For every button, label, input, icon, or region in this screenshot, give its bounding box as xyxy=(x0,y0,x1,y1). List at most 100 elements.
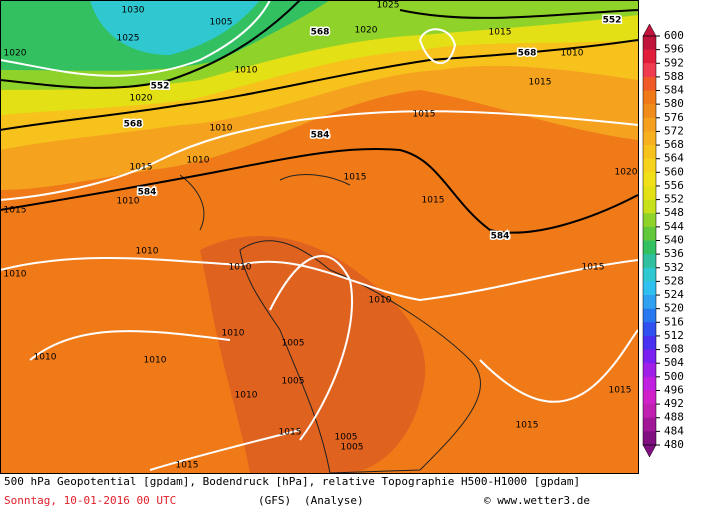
colorbar-label: 500 xyxy=(664,370,684,383)
contour-label: 552 xyxy=(603,16,622,26)
geopotential-contour xyxy=(0,39,639,131)
colorbar-label: 572 xyxy=(664,124,684,137)
pressure-isobar xyxy=(0,257,639,302)
colorbar-segment xyxy=(643,390,656,405)
colorbar-segment xyxy=(643,104,656,119)
colorbar-segment xyxy=(643,213,656,228)
colorbar-segment xyxy=(643,117,656,132)
field-band xyxy=(200,236,426,473)
contour-label: 1005 xyxy=(210,18,233,28)
colorbar-label: 584 xyxy=(664,84,684,97)
contour-label: 1015 xyxy=(4,206,27,216)
colorbar-segment xyxy=(643,322,656,337)
colorbar-label: 516 xyxy=(664,315,684,328)
contour-label: 1010 xyxy=(369,296,392,306)
colorbar-segment xyxy=(643,36,656,51)
coastline xyxy=(239,240,481,474)
caption-date: Sonntag, 10-01-2016 00 UTC xyxy=(4,494,176,507)
colorbar-label: 540 xyxy=(664,234,684,247)
colorbar: 6005965925885845805765725685645605565525… xyxy=(642,23,684,458)
colorbar-label: 484 xyxy=(664,424,684,437)
colorbar-label: 552 xyxy=(664,193,684,206)
pressure-isobar xyxy=(149,329,639,471)
contour-label: 1010 xyxy=(136,247,159,257)
pressure-isobar xyxy=(0,0,457,77)
contour-label: 1025 xyxy=(117,34,140,44)
caption-model: (GFS) xyxy=(258,494,291,507)
contour-label: 1005 xyxy=(282,377,305,387)
contour-label: 1015 xyxy=(130,163,153,173)
contour-label: 1010 xyxy=(210,124,233,134)
colorbar-segment xyxy=(643,431,656,446)
colorbar-segment xyxy=(643,349,656,364)
colorbar-label: 512 xyxy=(664,329,684,342)
contour-label: 568 xyxy=(311,28,330,38)
contour-label: 1010 xyxy=(222,329,245,339)
contour-label: 1010 xyxy=(34,353,57,363)
colorbar-label: 560 xyxy=(664,165,684,178)
colorbar-label: 548 xyxy=(664,206,684,219)
colorbar-label: 532 xyxy=(664,261,684,274)
contour-label: 552 xyxy=(151,82,170,92)
contour-label: 1015 xyxy=(609,386,632,396)
contour-label: 1020 xyxy=(4,49,27,59)
pressure-isobar xyxy=(0,110,639,201)
contour-label: 584 xyxy=(311,131,330,141)
contour-label: 568 xyxy=(124,120,143,130)
contour-label: 1005 xyxy=(341,443,364,453)
colorbar-segment xyxy=(643,254,656,269)
caption-analysis: (Analyse) xyxy=(304,494,364,507)
contour-label: 1010 xyxy=(235,66,258,76)
contour-label: 1010 xyxy=(187,156,210,166)
contour-label: 568 xyxy=(518,49,537,59)
colorbar-label: 568 xyxy=(664,138,684,151)
colorbar-label: 536 xyxy=(664,247,684,260)
colorbar-segment xyxy=(643,308,656,323)
colorbar-label: 480 xyxy=(664,438,684,451)
contour-label: 1015 xyxy=(529,78,552,88)
colorbar-label: 488 xyxy=(664,411,684,424)
colorbar-segment xyxy=(643,172,656,187)
colorbar-label: 580 xyxy=(664,97,684,110)
colorbar-segment xyxy=(643,363,656,378)
colorbar-segment xyxy=(643,404,656,419)
colorbar-label: 496 xyxy=(664,383,684,396)
contour-label: 1010 xyxy=(117,197,140,207)
contour-label: 1010 xyxy=(229,263,252,273)
contour-label: 1005 xyxy=(282,339,305,349)
colorbar-segment xyxy=(643,158,656,173)
colorbar-segment xyxy=(643,240,656,255)
colorbar-label: 564 xyxy=(664,152,684,165)
contour-label: 1015 xyxy=(582,263,605,273)
colorbar-segment xyxy=(643,76,656,92)
contour-label: 584 xyxy=(138,188,157,198)
colorbar-segment xyxy=(643,63,656,78)
colorbar-label: 596 xyxy=(664,43,684,56)
colorbar-label: 524 xyxy=(664,288,684,301)
colorbar-segment xyxy=(643,335,656,351)
contour-label: 1015 xyxy=(489,28,512,38)
colorbar-label: 492 xyxy=(664,397,684,410)
colorbar-segment xyxy=(643,295,656,310)
contour-label: 1010 xyxy=(4,270,27,280)
colorbar-segment xyxy=(643,145,656,160)
colorbar-segment xyxy=(643,376,656,391)
colorbar-segment xyxy=(643,267,656,282)
map-area: 1020 1030 1025 1005 552 1020 568 568 1020 1025 101… xyxy=(0,0,639,474)
colorbar-segment xyxy=(643,49,656,64)
contour-label: 1020 xyxy=(615,168,638,178)
pressure-isobar xyxy=(29,255,353,441)
caption-copyright: © www.wetter3.de xyxy=(484,494,590,507)
colorbar-label: 508 xyxy=(664,343,684,356)
map-frame xyxy=(0,0,639,474)
colorbar-label: 544 xyxy=(664,220,684,233)
colorbar-label: 528 xyxy=(664,274,684,287)
contour-label: 1015 xyxy=(344,173,367,183)
caption-title: 500 hPa Geopotential [gpdam], Bodendruck… xyxy=(4,475,580,488)
colorbar-segment xyxy=(643,281,656,296)
contour-label: 1030 xyxy=(122,6,145,16)
contour-label: 1015 xyxy=(176,461,199,471)
colorbar-label: 600 xyxy=(664,29,684,42)
